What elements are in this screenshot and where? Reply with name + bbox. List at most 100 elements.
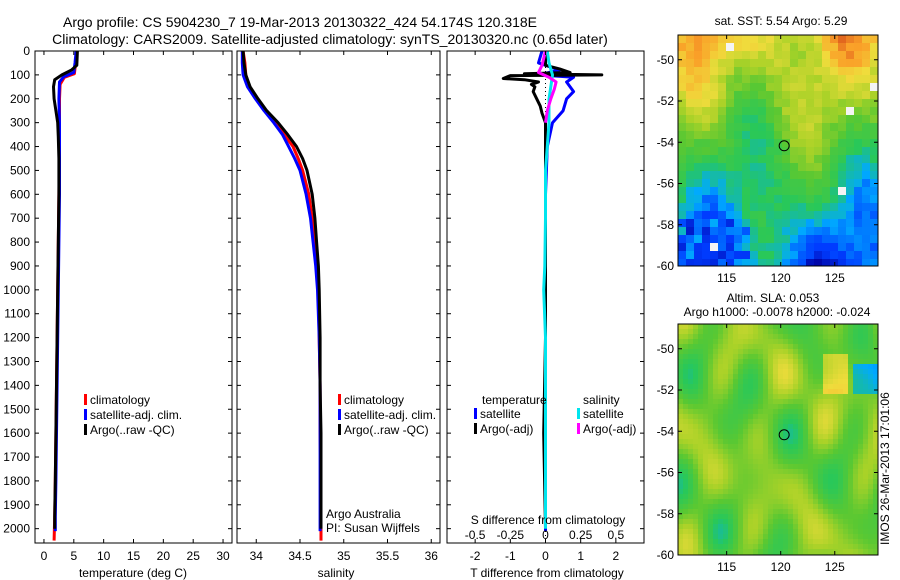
map-cell	[798, 529, 804, 535]
legend-t-argo: Argo(-adj)	[480, 422, 533, 436]
map-cell	[694, 99, 703, 108]
map-cell	[863, 399, 869, 405]
map-cell	[798, 51, 807, 60]
pressure-tick-label: 2000	[3, 522, 30, 536]
map-cell	[758, 394, 764, 400]
map-cell	[846, 155, 855, 164]
map-cell	[868, 324, 874, 330]
map-cell	[774, 203, 783, 212]
map-cell	[758, 409, 764, 415]
map-cell	[863, 429, 869, 435]
lat-tick-label: -50	[657, 342, 675, 356]
map-cell	[758, 259, 767, 266]
map-cell	[854, 235, 863, 244]
map-cell	[713, 439, 719, 445]
map-cell	[790, 171, 799, 180]
map-cell	[688, 409, 694, 415]
map-cell	[783, 389, 789, 395]
map-cell	[743, 329, 749, 335]
map-cell	[868, 404, 874, 410]
map-cell	[782, 195, 791, 204]
map-cell	[830, 195, 839, 204]
map-cell	[766, 219, 775, 228]
map-cell	[774, 147, 783, 156]
map-cell	[710, 211, 719, 220]
map-cell	[768, 409, 774, 415]
map-cell	[773, 449, 779, 455]
map-cell	[803, 364, 809, 370]
map-cell	[838, 464, 844, 470]
map-cell	[843, 489, 849, 495]
map-cell	[702, 139, 711, 148]
map-cell	[713, 534, 719, 540]
map-cell	[814, 91, 823, 100]
map-cell	[818, 534, 824, 540]
map-cell	[774, 51, 783, 60]
map-cell	[793, 399, 799, 405]
map-cell	[843, 374, 849, 380]
map-cell	[868, 344, 874, 350]
map-cell	[683, 499, 689, 505]
map-cell	[823, 349, 829, 355]
map-cell	[718, 459, 724, 465]
map-cell	[774, 163, 783, 172]
map-cell	[782, 75, 791, 84]
s-tick-label: 0.5	[608, 528, 625, 542]
map-cell	[733, 414, 739, 420]
map-cell	[793, 519, 799, 525]
map-cell	[753, 509, 759, 515]
map-cell	[828, 464, 834, 470]
map-cell	[818, 459, 824, 465]
map-cell	[803, 429, 809, 435]
map-cell	[873, 534, 878, 540]
map-cell	[833, 479, 839, 485]
map-cell	[818, 479, 824, 485]
map-cell	[868, 409, 874, 415]
map-cell	[688, 534, 694, 540]
map-cell	[862, 35, 871, 44]
map-cell	[818, 389, 824, 395]
map-cell	[753, 449, 759, 455]
map-cell	[848, 334, 854, 340]
map-cell	[814, 51, 823, 60]
map-cell	[758, 91, 767, 100]
map-cell	[813, 349, 819, 355]
map-cell	[870, 51, 878, 60]
pressure-tick-label: 1000	[3, 283, 30, 297]
map-cell	[678, 35, 687, 44]
pressure-tick-label: 300	[10, 116, 30, 130]
map-cell	[863, 324, 869, 330]
map-cell	[793, 414, 799, 420]
map-cell	[728, 439, 734, 445]
map-cell	[703, 414, 709, 420]
map-cell	[783, 509, 789, 515]
map-cell	[833, 414, 839, 420]
map-cell	[853, 499, 859, 505]
map-cell	[710, 227, 719, 236]
sst-map-frame	[677, 34, 879, 267]
map-cell	[788, 549, 794, 555]
map-cell	[828, 379, 834, 385]
map-cell	[683, 489, 689, 495]
map-cell	[748, 524, 754, 530]
map-cell	[750, 83, 759, 92]
map-cell	[870, 203, 878, 212]
map-cell	[854, 195, 863, 204]
map-cell	[750, 203, 759, 212]
map-cell	[848, 449, 854, 455]
map-cell	[848, 354, 854, 360]
map-cell	[838, 344, 844, 350]
map-cell	[843, 404, 849, 410]
map-cell	[698, 379, 704, 385]
pressure-tick-label: 1300	[3, 354, 30, 368]
map-cell	[726, 59, 735, 68]
map-cell	[808, 379, 814, 385]
map-cell	[708, 379, 714, 385]
map-cell	[702, 107, 711, 116]
map-cell	[688, 539, 694, 545]
map-cell	[718, 379, 724, 385]
map-cell	[718, 364, 724, 370]
map-cell	[773, 419, 779, 425]
map-cell	[688, 519, 694, 525]
map-cell	[688, 384, 694, 390]
